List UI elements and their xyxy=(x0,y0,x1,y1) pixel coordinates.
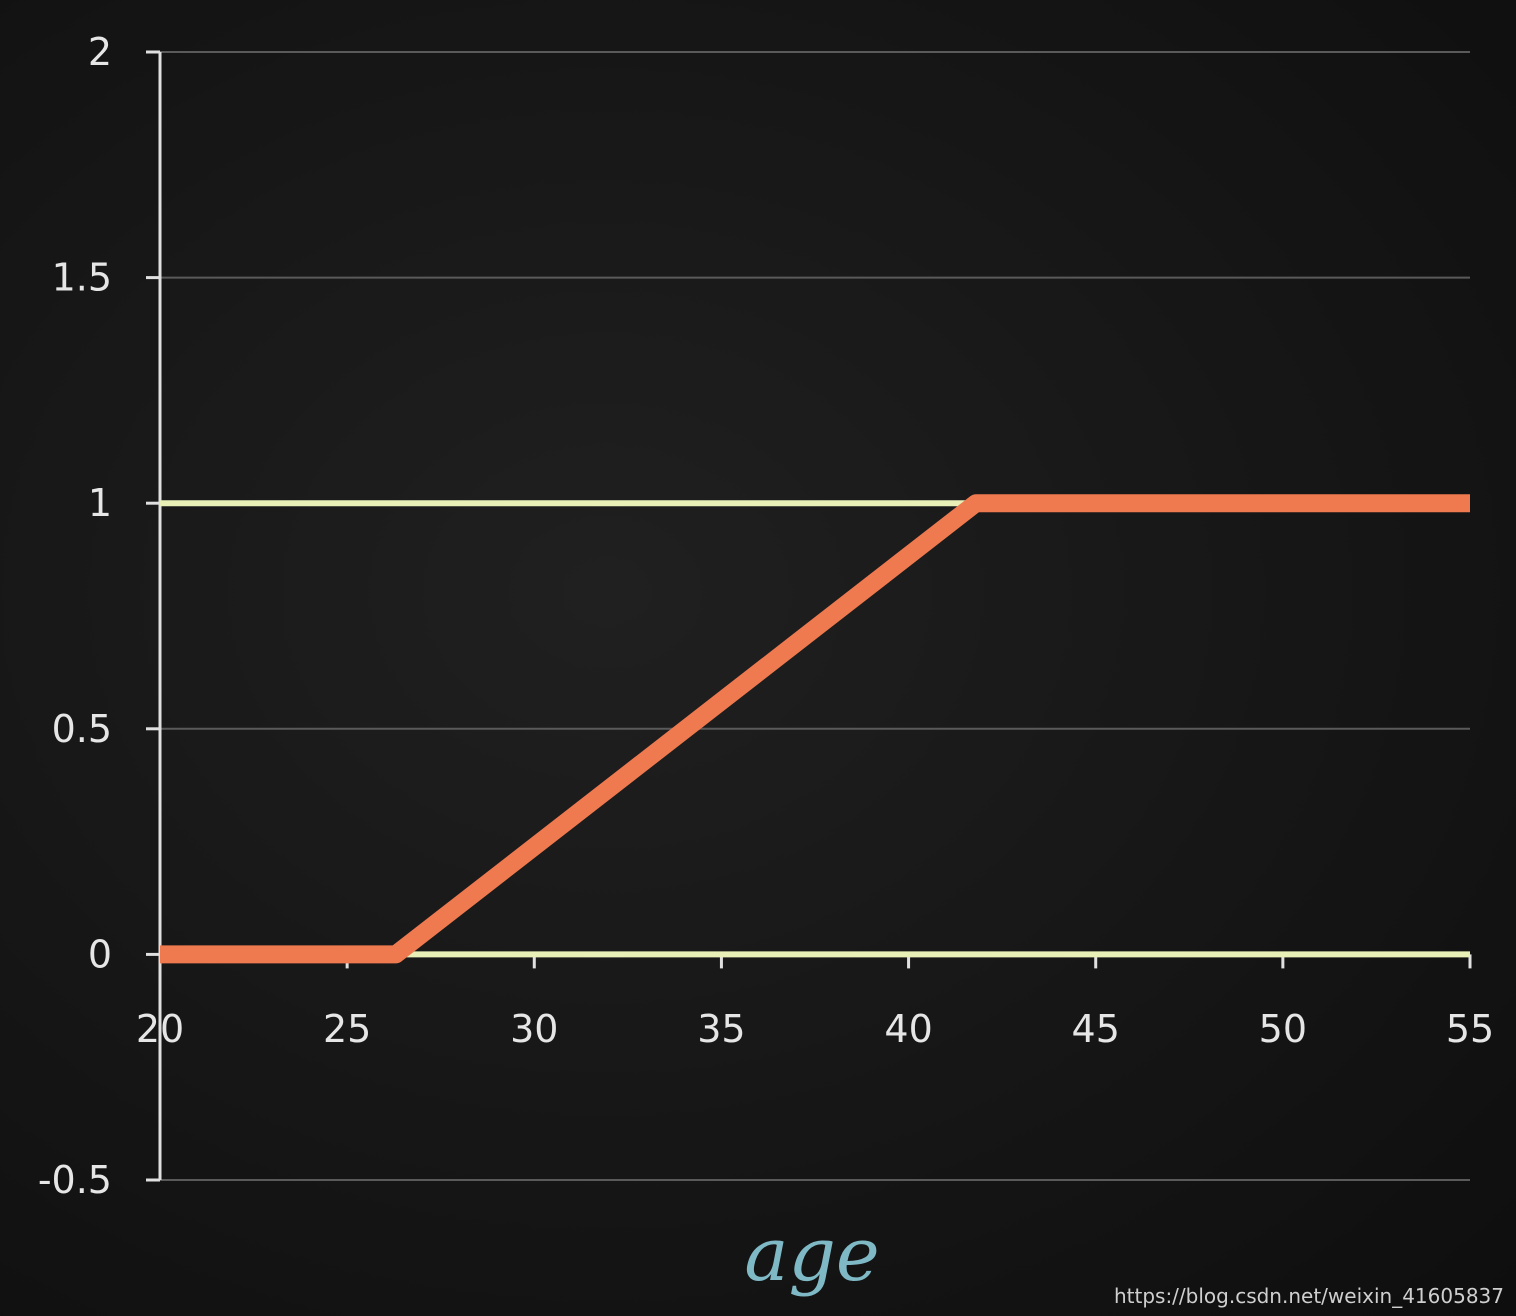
x-tick-labels: 20 25 30 35 40 45 50 55 xyxy=(136,1007,1494,1051)
x-axis-label: age xyxy=(744,1212,879,1298)
x-tick-label: 40 xyxy=(884,1007,932,1051)
series-group xyxy=(159,494,1471,964)
x-tick-label: 20 xyxy=(136,1007,184,1051)
watermark: https://blog.csdn.net/weixin_41605837 xyxy=(1113,1284,1504,1308)
y-tick-label: 1.5 xyxy=(52,256,112,300)
y-tick-label: -0.5 xyxy=(38,1158,112,1202)
y-tick-label: 0.5 xyxy=(52,707,112,751)
x-tick-label: 50 xyxy=(1259,1007,1307,1051)
x-tick-label: 35 xyxy=(697,1007,745,1051)
x-tick-label: 55 xyxy=(1446,1007,1494,1051)
x-tick-label: 30 xyxy=(510,1007,558,1051)
x-tick-label: 45 xyxy=(1072,1007,1120,1051)
series-line-0 xyxy=(160,494,1470,964)
y-tick-label: 1 xyxy=(88,481,112,525)
y-tick-labels: -0.5 0 0.5 1 1.5 2 xyxy=(38,30,112,1202)
x-tick-label: 25 xyxy=(323,1007,371,1051)
y-tick-label: 2 xyxy=(88,30,112,74)
y-tick-label: 0 xyxy=(88,932,112,976)
